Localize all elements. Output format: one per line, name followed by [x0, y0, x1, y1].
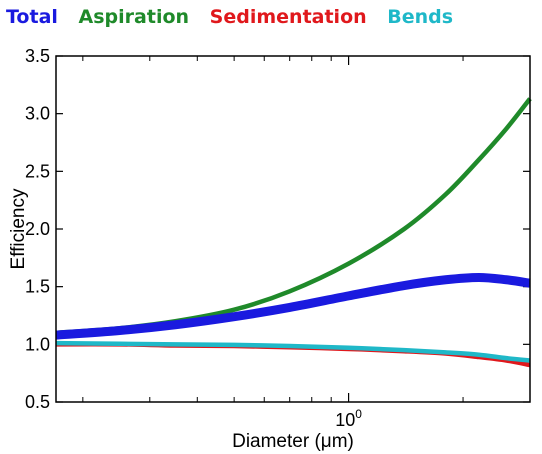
series-line-bends	[55, 340, 531, 363]
x-tick-exponent: 0	[355, 407, 362, 421]
y-tick-label: 2.5	[25, 161, 50, 181]
x-tick-base: 10	[335, 410, 355, 430]
x-tick-label-1: 100	[335, 407, 362, 430]
plot-frame	[55, 55, 531, 403]
y-tick-label: 3.0	[25, 104, 50, 124]
x-axis-ticks	[82, 56, 531, 402]
y-tick-label: 1.0	[25, 334, 50, 354]
series-line-aspiration	[55, 97, 532, 336]
legend-entry-aspiration: Aspiration	[78, 6, 190, 28]
legend-entry-sedimentation: Sedimentation	[209, 6, 367, 28]
y-tick-label: 3.5	[25, 46, 50, 66]
y-axis-label: Efficiency	[8, 188, 29, 269]
legend-entry-bends: Bends	[387, 6, 454, 28]
y-axis-ticks: 0.5 1.0 1.5 2.0 2.5 3.0 3.5	[25, 46, 530, 412]
y-tick-label: 2.0	[25, 219, 50, 239]
y-tick-label: 1.5	[25, 277, 50, 297]
y-tick-label: 0.5	[25, 392, 50, 412]
series-lines	[55, 97, 532, 368]
legend-entry-total: Total	[6, 6, 58, 28]
x-axis-label: Diameter (μm)	[232, 431, 354, 452]
chart-legend: Total Aspiration Sedimentation Bends	[6, 6, 467, 32]
series-line-total	[55, 272, 531, 340]
